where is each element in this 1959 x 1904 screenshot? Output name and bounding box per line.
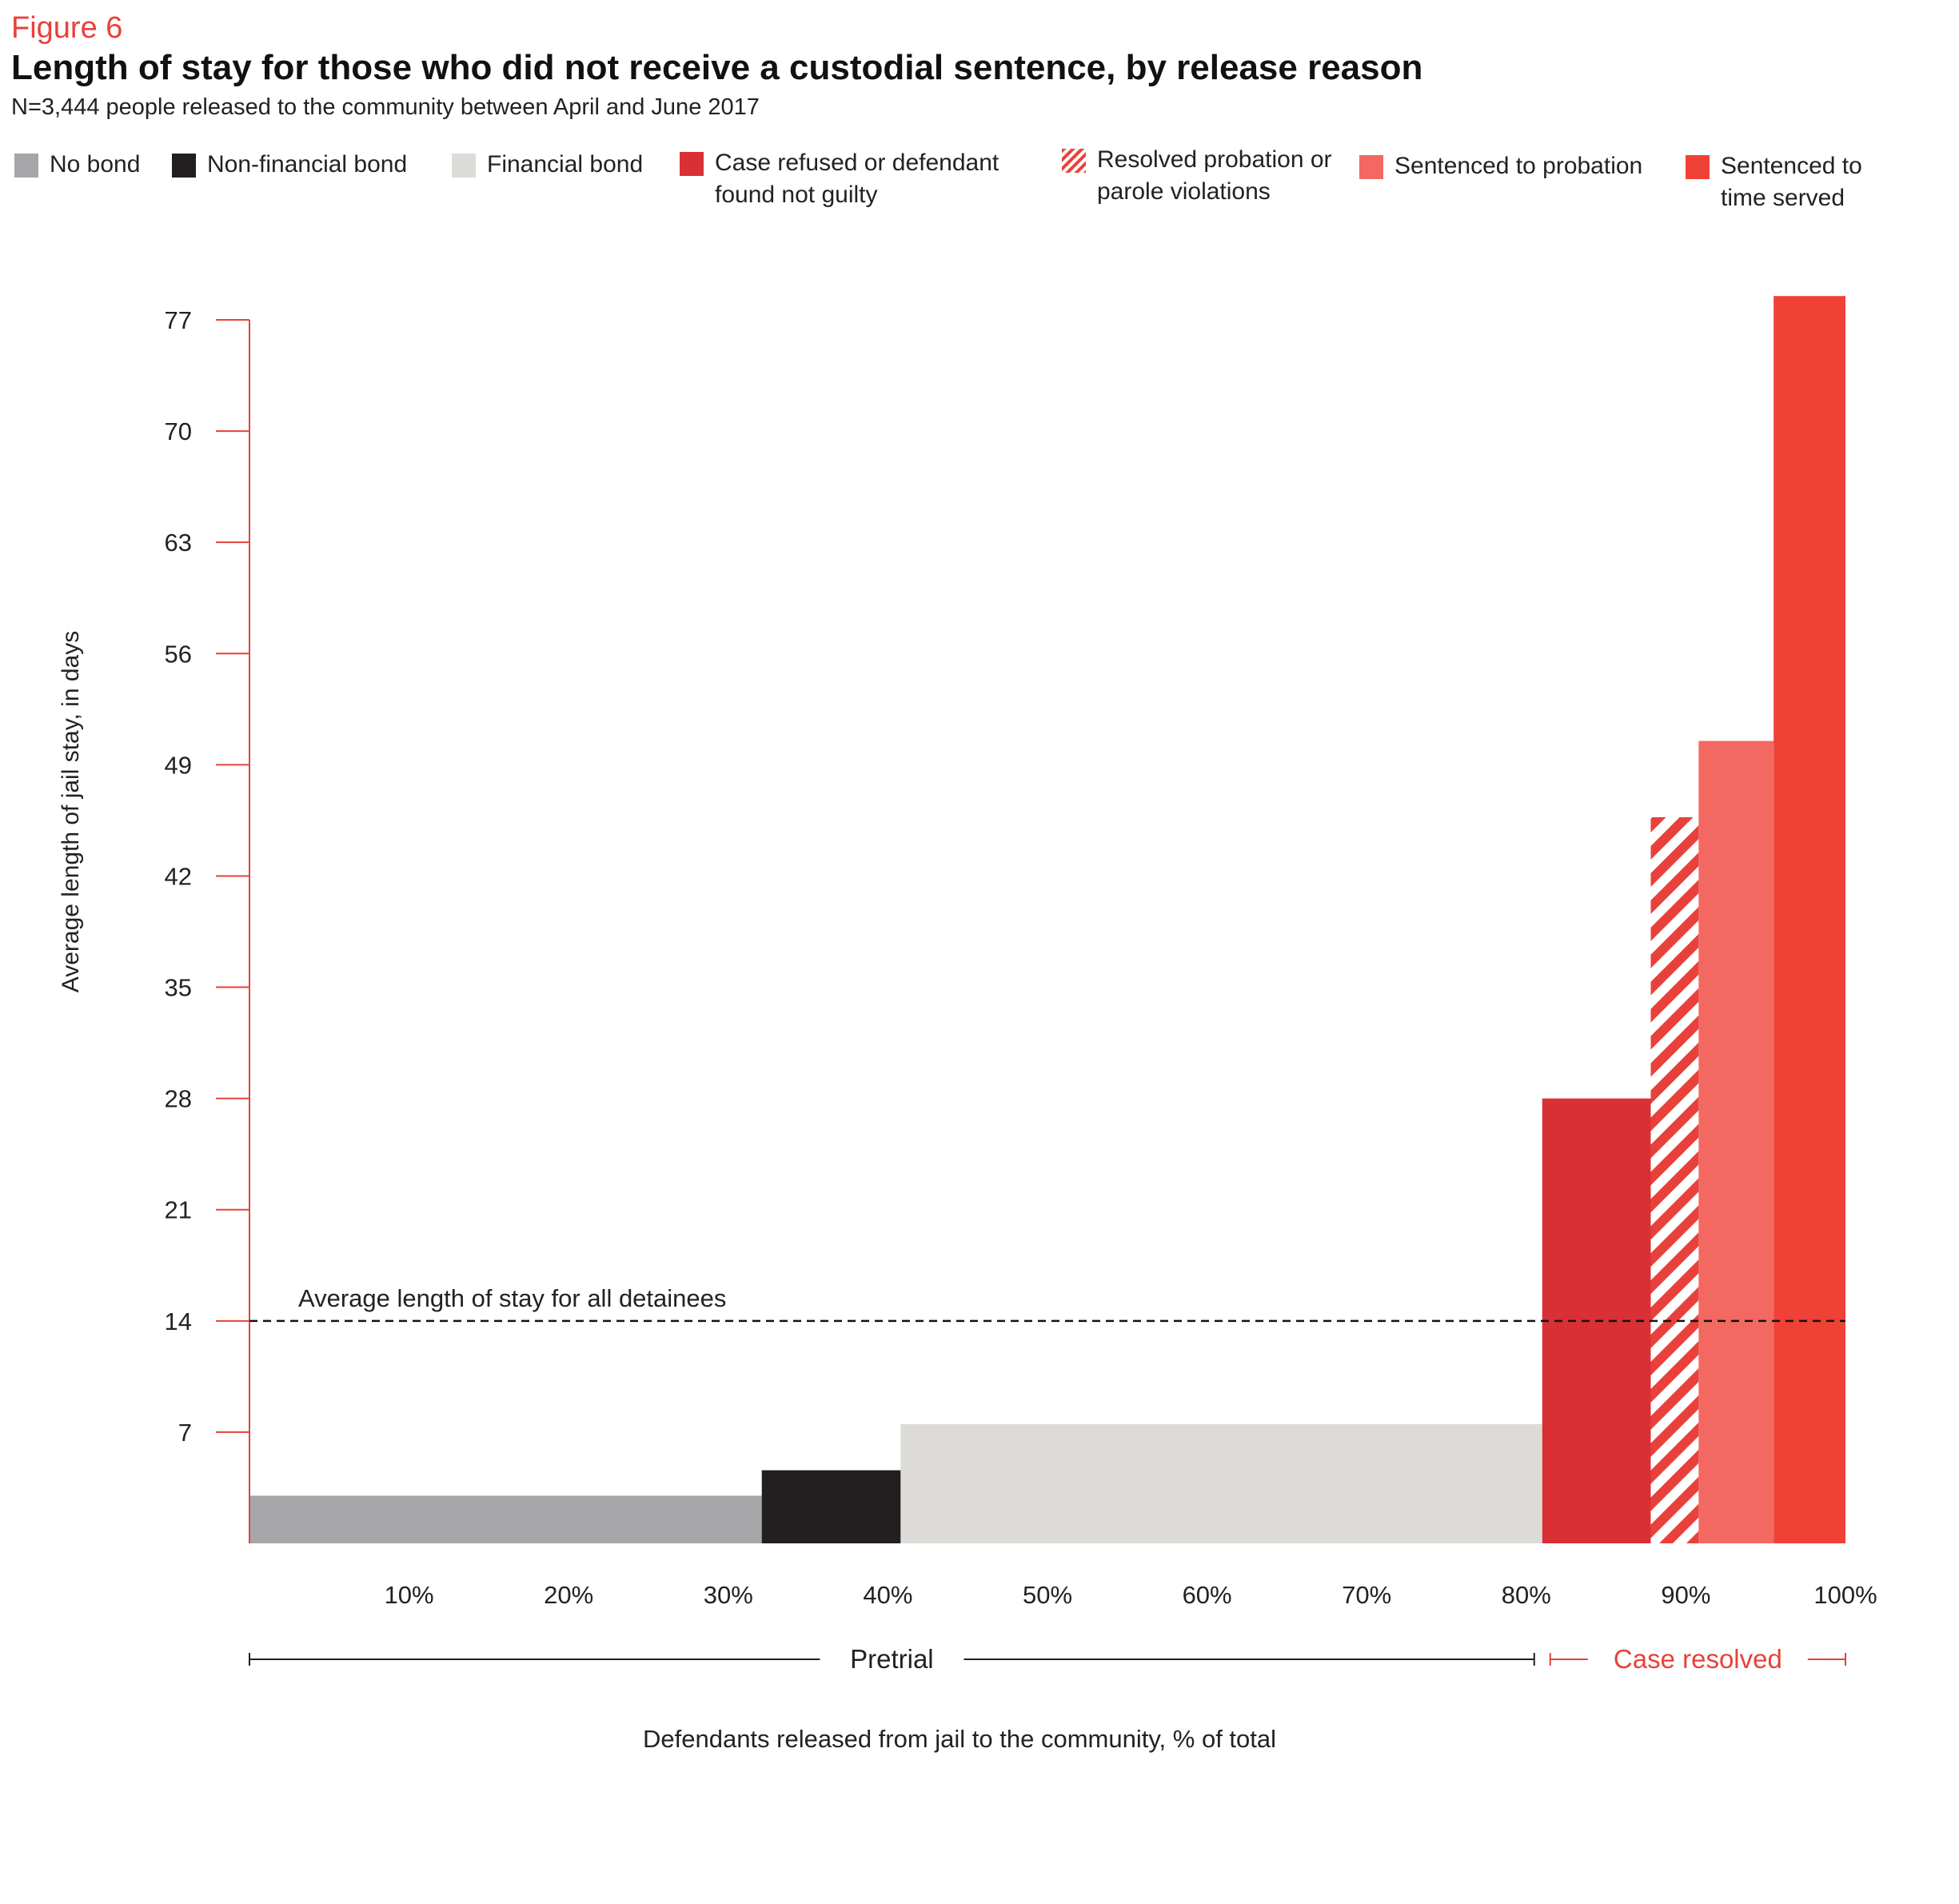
- y-tick-label: 77: [165, 306, 192, 334]
- bar: [249, 1495, 762, 1543]
- legend-label: Non-financial bond: [207, 151, 408, 178]
- legend-label: Sentenced to time served: [1721, 153, 1862, 211]
- x-tick-label: 100%: [1813, 1581, 1877, 1609]
- legend-label: Financial bond: [487, 151, 644, 178]
- x-tick-label: 10%: [385, 1581, 434, 1609]
- y-tick-label: 42: [165, 862, 192, 890]
- figure-label: Figure 6: [11, 11, 123, 45]
- legend-swatch: [680, 152, 704, 176]
- legend-item: Case refused or defendant found not guil…: [680, 150, 1035, 211]
- y-tick-label: 56: [165, 640, 192, 668]
- y-tick-label: 63: [165, 529, 192, 557]
- x-tick-label: 60%: [1183, 1581, 1232, 1609]
- legend-swatch: [1359, 155, 1383, 179]
- legend-swatch: [172, 154, 196, 178]
- legend-swatch: [14, 154, 38, 178]
- group-label: Case resolved: [1614, 1644, 1782, 1674]
- legend-item: Financial bond: [452, 151, 679, 181]
- x-tick-label: 20%: [544, 1581, 593, 1609]
- group-label: Pretrial: [850, 1644, 934, 1674]
- y-axis-label: Average length of jail stay, in days: [58, 631, 84, 993]
- x-tick-label: 90%: [1661, 1581, 1710, 1609]
- y-tick-label: 49: [165, 751, 192, 779]
- bar: [761, 1470, 901, 1543]
- legend-label: Resolved probation or parole violations: [1097, 146, 1332, 205]
- legend-swatch: [1062, 149, 1086, 173]
- legend-item: No bond: [14, 151, 186, 181]
- legend-item: Non-financial bond: [172, 151, 447, 181]
- legend-item: Resolved probation or parole violations: [1062, 146, 1353, 208]
- legend-item: Sentenced to probation: [1359, 153, 1698, 182]
- legend-label: No bond: [50, 151, 141, 178]
- x-tick-label: 30%: [704, 1581, 753, 1609]
- y-tick-label: 7: [178, 1419, 192, 1447]
- x-axis-label: Defendants released from jail to the com…: [643, 1725, 1276, 1753]
- legend-swatch: [1686, 155, 1710, 179]
- bar: [900, 1423, 1542, 1543]
- legend-label: Sentenced to probation: [1394, 153, 1643, 179]
- chart-subtitle: N=3,444 people released to the community…: [11, 94, 760, 120]
- x-tick-label: 50%: [1023, 1581, 1072, 1609]
- x-tick-label: 40%: [863, 1581, 912, 1609]
- reference-line-label: Average length of stay for all detainees: [298, 1284, 726, 1312]
- bar: [1773, 296, 1845, 1543]
- legend-swatch: [452, 154, 476, 178]
- bar: [1650, 816, 1699, 1543]
- legend-label: Case refused or defendant found not guil…: [715, 150, 999, 208]
- y-tick-label: 70: [165, 417, 192, 445]
- legend-item: Sentenced to time served: [1686, 153, 1905, 214]
- x-tick-label: 70%: [1342, 1581, 1391, 1609]
- x-tick-label: 80%: [1502, 1581, 1551, 1609]
- y-tick-label: 35: [165, 974, 192, 1002]
- y-tick-label: 14: [165, 1307, 192, 1335]
- chart-title: Length of stay for those who did not rec…: [11, 48, 1423, 87]
- bar: [1698, 740, 1774, 1543]
- y-tick-label: 28: [165, 1085, 192, 1113]
- y-tick-label: 21: [165, 1196, 192, 1224]
